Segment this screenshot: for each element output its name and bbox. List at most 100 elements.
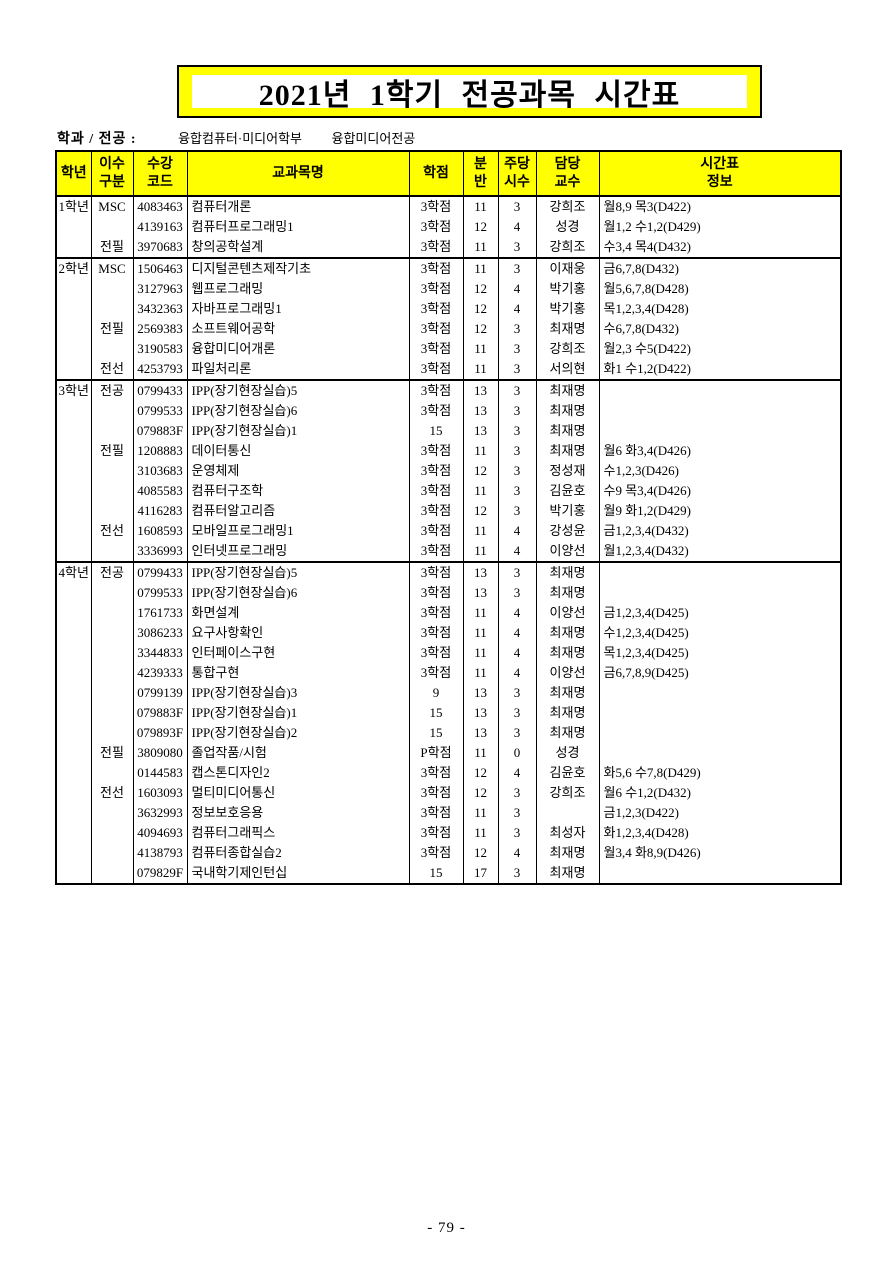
cell-credit: 3학점 (408, 623, 464, 643)
cell-credit: 15 (408, 421, 464, 441)
cell-cat (90, 279, 134, 299)
cell-prof: 강희조 (535, 339, 600, 359)
table-row: 4138793 컴퓨터종합실습2 3학점 12 4 최재명 월3,4 화8,9(D426) (55, 843, 842, 863)
cell-cat: 전공 (90, 561, 134, 583)
cell-time: 화1 수1,2(D422) (598, 359, 842, 380)
cell-grade: 1학년 (55, 195, 92, 217)
cell-credit: 3학점 (408, 279, 464, 299)
cell-cat (90, 461, 134, 481)
cell-hrs: 3 (497, 237, 537, 258)
cell-sec: 13 (462, 379, 499, 401)
cell-credit: 3학점 (408, 561, 464, 583)
cell-cat (90, 763, 134, 783)
cell-grade: 3학년 (55, 379, 92, 401)
cell-prof: 최재명 (535, 421, 600, 441)
cell-name: 모바일프로그래밍1 (186, 521, 410, 541)
cell-name: IPP(장기현장실습)2 (186, 723, 410, 743)
cell-hrs: 3 (497, 441, 537, 461)
cell-code: 3086233 (132, 623, 188, 643)
cell-sec: 11 (462, 823, 499, 843)
cell-code: 2569383 (132, 319, 188, 339)
cell-name: 컴퓨터그래픽스 (186, 823, 410, 843)
cell-sec: 12 (462, 501, 499, 521)
cell-cat: 전필 (90, 743, 134, 763)
cell-sec: 12 (462, 319, 499, 339)
cell-cat (90, 339, 134, 359)
cell-hrs: 4 (497, 299, 537, 319)
table-row: 4094693 컴퓨터그래픽스 3학점 11 3 최성자 화1,2,3,4(D428) (55, 823, 842, 843)
cell-prof: 강성윤 (535, 521, 600, 541)
cell-grade (55, 683, 92, 703)
cell-sec: 11 (462, 359, 499, 380)
cell-sec: 17 (462, 863, 499, 884)
cell-cat: MSC (90, 257, 134, 279)
cell-code: 0144583 (132, 763, 188, 783)
cell-cat (90, 843, 134, 863)
cell-cat (90, 501, 134, 521)
cell-prof: 박기홍 (535, 279, 600, 299)
cell-time: 금1,2,3,4(D425) (598, 603, 842, 623)
cell-cat: 전선 (90, 521, 134, 541)
cell-code: 079883F (132, 703, 188, 723)
cell-grade (55, 481, 92, 501)
cell-time (598, 703, 842, 723)
cell-hrs: 3 (497, 863, 537, 884)
cell-time: 금1,2,3,4(D432) (598, 521, 842, 541)
cell-credit: 3학점 (408, 319, 464, 339)
cell-sec: 11 (462, 803, 499, 823)
cell-cat (90, 623, 134, 643)
cell-hrs: 4 (497, 843, 537, 863)
cell-sec: 13 (462, 683, 499, 703)
table-row: 0144583 캡스톤디자인2 3학점 12 4 김윤호 화5,6 수7,8(D429) (55, 763, 842, 783)
cell-time (598, 561, 842, 583)
table-row: 079893F IPP(장기현장실습)2 15 13 3 최재명 (55, 723, 842, 743)
cell-prof: 성경 (535, 743, 600, 763)
cell-hrs: 3 (497, 257, 537, 279)
cell-cat (90, 803, 134, 823)
cell-name: IPP(장기현장실습)6 (186, 583, 410, 603)
cell-time: 목1,2,3,4(D428) (598, 299, 842, 319)
table-row: 079829F 국내학기제인턴십 15 17 3 최재명 (55, 863, 842, 884)
cell-grade (55, 237, 92, 258)
cell-code: 4139163 (132, 217, 188, 237)
cell-hrs: 4 (497, 623, 537, 643)
cell-hrs: 3 (497, 683, 537, 703)
dept-value-major: 융합미디어전공 (331, 131, 416, 146)
timetable: 학년 이수 구분 수강 코드 교과목명 학점 분 반 주당 시수 담당 교수 시간표 정보 1학년 MSC 40… (55, 150, 842, 885)
cell-prof: 이양선 (535, 663, 600, 683)
cell-time: 월8,9 목3(D422) (598, 195, 842, 217)
header-cell-6: 주당 시수 (497, 150, 537, 197)
cell-prof: 최재명 (535, 561, 600, 583)
cell-name: IPP(장기현장실습)1 (186, 421, 410, 441)
table-row: 1761733 화면설계 3학점 11 4 이양선 금1,2,3,4(D425) (55, 603, 842, 623)
cell-hrs: 3 (497, 195, 537, 217)
cell-grade (55, 663, 92, 683)
cell-code: 079883F (132, 421, 188, 441)
cell-grade: 2학년 (55, 257, 92, 279)
cell-code: 0799433 (132, 561, 188, 583)
cell-grade (55, 541, 92, 562)
cell-name: 컴퓨터종합실습2 (186, 843, 410, 863)
table-header-row: 학년 이수 구분 수강 코드 교과목명 학점 분 반 주당 시수 담당 교수 시간표 정보 (55, 150, 842, 197)
cell-prof: 최재명 (535, 401, 600, 421)
cell-prof: 최성자 (535, 823, 600, 843)
cell-sec: 11 (462, 541, 499, 562)
cell-prof: 강희조 (535, 195, 600, 217)
cell-code: 3103683 (132, 461, 188, 481)
cell-grade (55, 339, 92, 359)
cell-grade (55, 843, 92, 863)
cell-credit: 3학점 (408, 803, 464, 823)
table-row: 3432363 자바프로그래밍1 3학점 12 4 박기홍 목1,2,3,4(D428) (55, 299, 842, 319)
cell-credit: 3학점 (408, 663, 464, 683)
cell-grade: 4학년 (55, 561, 92, 583)
cell-grade (55, 583, 92, 603)
table-row: 0799533 IPP(장기현장실습)6 3학점 13 3 최재명 (55, 583, 842, 603)
cell-prof: 이재웅 (535, 257, 600, 279)
cell-time: 목1,2,3,4(D425) (598, 643, 842, 663)
cell-hrs: 4 (497, 603, 537, 623)
cell-name: 국내학기제인턴십 (186, 863, 410, 884)
table-row: 4116283 컴퓨터알고리즘 3학점 12 3 박기홍 월9 화1,2(D429) (55, 501, 842, 521)
table-row: 3086233 요구사항확인 3학점 11 4 최재명 수1,2,3,4(D425) (55, 623, 842, 643)
cell-grade (55, 359, 92, 380)
